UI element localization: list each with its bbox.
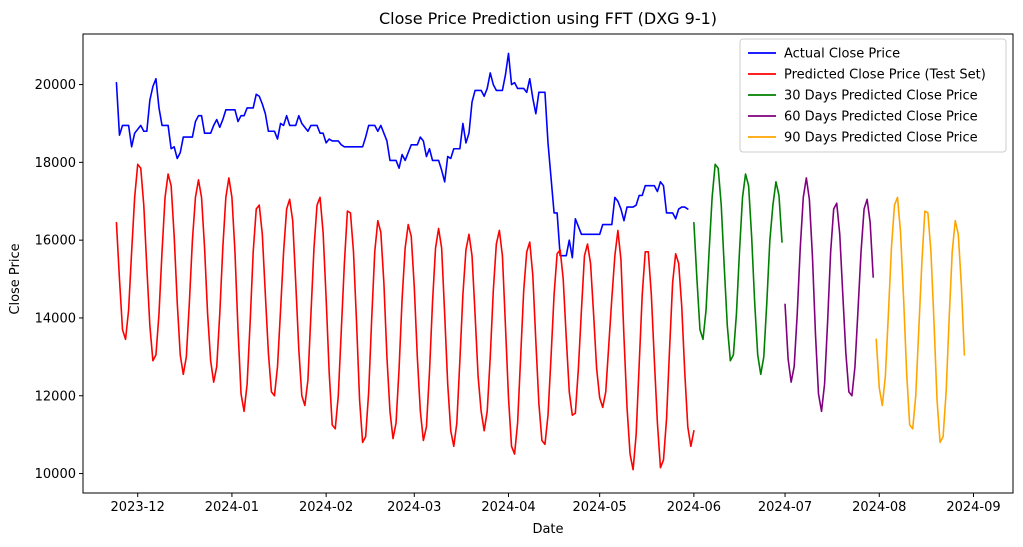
- series-line-3: [693, 163, 783, 376]
- x-tick-label: 2024-03: [387, 500, 441, 515]
- x-tick-label: 2024-09: [946, 500, 1000, 515]
- y-axis-label: Close Price: [8, 243, 23, 314]
- y-tick-label: 10000: [35, 467, 76, 482]
- series-line-4: [784, 177, 875, 413]
- x-tick-label: 2024-02: [299, 500, 353, 515]
- chart-title: Close Price Prediction using FFT (DXG 9-…: [379, 9, 717, 28]
- plot-frame: [82, 33, 1014, 494]
- y-tick-label: 18000: [35, 156, 76, 171]
- y-tick-label: 12000: [35, 389, 76, 404]
- x-tick-label: 2024-07: [758, 500, 812, 515]
- series-layer: [115, 52, 966, 471]
- x-axis-label: Date: [532, 522, 563, 537]
- legend-label-1: Actual Close Price: [784, 47, 900, 62]
- x-tick-label: 2024-05: [573, 500, 627, 515]
- legend-label-5: 90 Days Predicted Close Price: [784, 131, 978, 146]
- y-tick-label: 16000: [35, 234, 76, 249]
- legend-label-4: 60 Days Predicted Close Price: [784, 110, 978, 125]
- series-line-5: [875, 196, 966, 444]
- legend: Actual Close Price Predicted Close Price …: [739, 38, 1007, 153]
- x-tick-label: 2024-06: [667, 500, 721, 515]
- series-line-2: [115, 163, 695, 471]
- legend-label-2: Predicted Close Price (Test Set): [784, 68, 986, 83]
- y-tick-label: 20000: [35, 78, 76, 93]
- y-tick-label: 14000: [35, 311, 76, 326]
- x-tick-label: 2023-12: [111, 500, 165, 515]
- axes-layer: 2023-12 2024-01 2024-02 2024-03 2024-04 2024-…: [35, 33, 1014, 515]
- x-tick-label: 2024-01: [205, 500, 259, 515]
- legend-label-3: 30 Days Predicted Close Price: [784, 89, 978, 104]
- x-tick-label: 2024-08: [852, 500, 906, 515]
- legend-box: [739, 38, 1007, 153]
- series-line-1: [115, 52, 689, 259]
- x-tick-label: 2024-04: [481, 500, 535, 515]
